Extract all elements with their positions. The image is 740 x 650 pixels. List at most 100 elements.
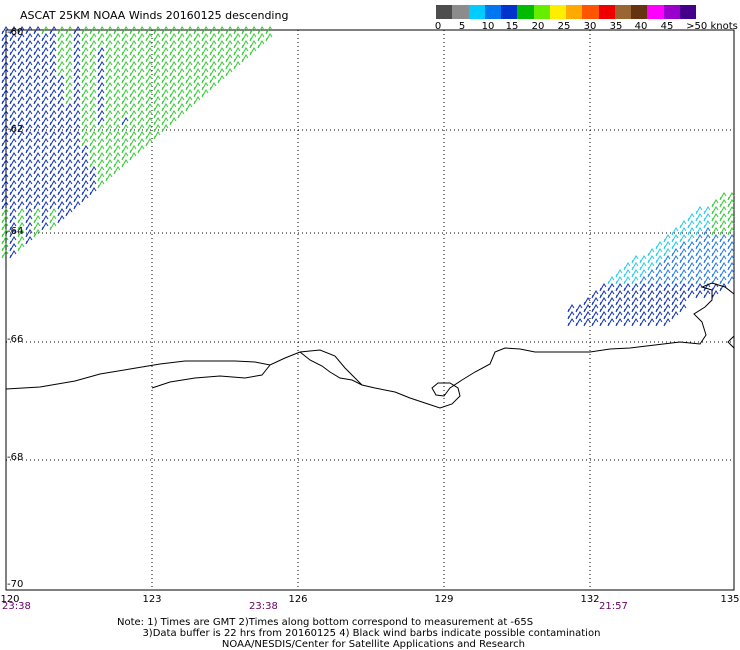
wind-barb	[695, 248, 703, 257]
wind-barb	[81, 103, 89, 112]
wind-barb	[17, 201, 25, 210]
wind-barb	[719, 241, 727, 250]
wind-barb	[727, 248, 735, 257]
wind-barb	[97, 110, 105, 119]
wind-barb	[209, 26, 217, 35]
wind-barb	[647, 276, 655, 285]
wind-barb	[41, 61, 49, 70]
wind-barb	[217, 40, 225, 49]
wind-barb	[73, 166, 81, 175]
wind-barb	[97, 117, 105, 126]
wind-barb	[73, 187, 81, 196]
wind-barb	[1, 222, 9, 231]
wind-barb	[49, 124, 57, 133]
wind-barb	[33, 194, 41, 203]
wind-barb	[25, 131, 33, 140]
wind-barb	[647, 304, 655, 313]
wind-barb	[33, 229, 41, 238]
wind-barb	[33, 89, 41, 98]
wind-barb	[49, 61, 57, 70]
wind-barb	[647, 248, 655, 257]
wind-barb	[615, 297, 623, 306]
wind-barb	[695, 255, 703, 264]
wind-barb	[727, 199, 735, 208]
wind-barb	[623, 297, 631, 306]
wind-barb	[57, 47, 65, 56]
wind-barb	[615, 304, 623, 313]
wind-barb	[9, 215, 17, 224]
wind-barb	[719, 192, 727, 201]
colorbar-label: 20	[531, 21, 545, 32]
wind-barb	[33, 124, 41, 133]
wind-barb	[65, 152, 73, 161]
wind-barb	[49, 75, 57, 84]
wind-barb	[113, 124, 121, 133]
wind-barb	[655, 269, 663, 278]
wind-barb	[193, 40, 201, 49]
wind-barb	[711, 234, 719, 243]
wind-barb	[185, 40, 193, 49]
wind-barb	[567, 311, 575, 320]
wind-barb	[169, 26, 177, 35]
wind-barb	[177, 33, 185, 42]
wind-barb	[679, 255, 687, 264]
wind-barb	[65, 110, 73, 119]
wind-barb	[57, 110, 65, 119]
wind-barb	[33, 54, 41, 63]
wind-barb	[49, 26, 57, 35]
wind-barb	[161, 68, 169, 77]
wind-barb	[17, 117, 25, 126]
wind-barb	[671, 227, 679, 236]
wind-barb	[177, 47, 185, 56]
wind-barb	[113, 103, 121, 112]
wind-barb	[241, 26, 249, 35]
wind-barb	[41, 96, 49, 105]
wind-barb	[145, 131, 153, 140]
wind-barb	[711, 290, 719, 299]
wind-barb	[177, 110, 185, 119]
wind-barb	[65, 138, 73, 147]
wind-barb	[1, 138, 9, 147]
wind-barb	[607, 318, 615, 327]
wind-barb	[49, 201, 57, 210]
wind-barb	[663, 269, 671, 278]
wind-barb	[727, 269, 735, 278]
wind-barb	[623, 304, 631, 313]
wind-barb	[113, 61, 121, 70]
colorbar-segment	[436, 5, 453, 19]
wind-barb	[57, 40, 65, 49]
wind-barb	[727, 234, 735, 243]
wind-barb	[687, 276, 695, 285]
wind-barb	[73, 89, 81, 98]
antarctic-coastline	[5, 282, 735, 409]
wind-barb	[177, 61, 185, 70]
wind-barb	[671, 241, 679, 250]
wind-barb	[1, 215, 9, 224]
wind-barb	[41, 68, 49, 77]
wind-barb	[49, 138, 57, 147]
wind-barb	[113, 152, 121, 161]
wind-barb	[153, 131, 161, 140]
wind-barb	[607, 297, 615, 306]
wind-barb	[65, 180, 73, 189]
colorbar-segment	[582, 5, 599, 19]
wind-barb	[33, 26, 41, 35]
wind-barb	[137, 131, 145, 140]
wind-barb	[703, 290, 711, 299]
wind-barb	[57, 75, 65, 84]
wind-barb	[129, 26, 137, 35]
wind-barb	[193, 47, 201, 56]
wind-barb	[17, 131, 25, 140]
wind-barb	[177, 82, 185, 91]
wind-barb	[105, 145, 113, 154]
wind-barb	[1, 103, 9, 112]
wind-barb	[49, 33, 57, 42]
wind-barb	[719, 262, 727, 271]
wind-barb	[719, 255, 727, 264]
wind-barb	[33, 201, 41, 210]
wind-barb	[169, 96, 177, 105]
wind-barb	[57, 103, 65, 112]
wind-barb	[9, 75, 17, 84]
wind-barb	[687, 248, 695, 257]
